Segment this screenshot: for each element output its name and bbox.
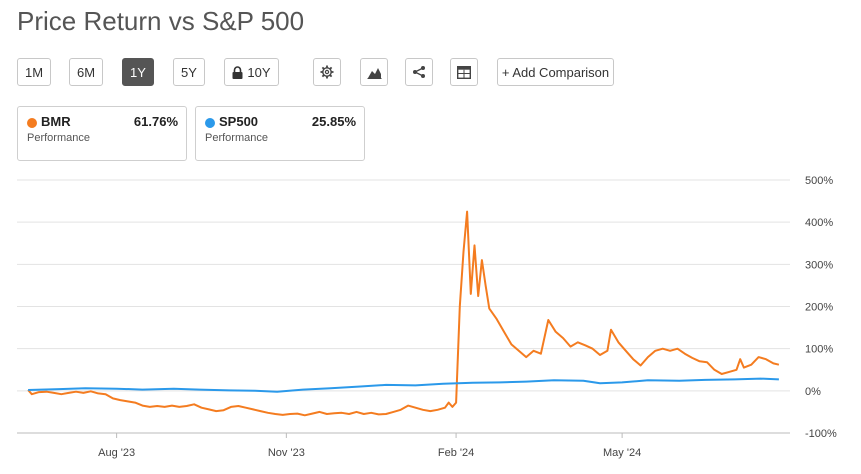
x-tick-label: Nov '23: [268, 447, 305, 459]
range-6m-button[interactable]: 6M: [69, 58, 103, 86]
y-tick-label: 400%: [805, 217, 833, 229]
lock-icon: [232, 65, 243, 79]
legend-card-bmr: BMR 61.76% Performance: [17, 106, 187, 161]
series-line-sp500: [28, 377, 779, 393]
share-icon: [412, 65, 426, 79]
range-1m-button[interactable]: 1M: [17, 58, 51, 86]
range-5y-button[interactable]: 5Y: [173, 58, 205, 86]
y-tick-label: 300%: [805, 259, 833, 271]
table-icon: [457, 65, 471, 79]
legend-symbol: BMR: [41, 114, 71, 129]
y-tick-label: 0%: [805, 386, 821, 398]
range-10y-label: 10Y: [247, 64, 271, 80]
series-color-dot: [27, 118, 37, 128]
page-title: Price Return vs S&P 500: [17, 6, 305, 36]
range-10y-button[interactable]: 10Y: [224, 58, 279, 86]
series-color-dot: [205, 118, 215, 128]
y-tick-label: -100%: [805, 428, 837, 440]
legend-label: Performance: [205, 132, 268, 144]
legend-symbol: SP500: [219, 114, 259, 129]
y-tick-label: 200%: [805, 302, 833, 314]
legend-value: 25.85%: [311, 114, 356, 129]
share-button[interactable]: [405, 58, 433, 86]
range-1y-button[interactable]: 1Y: [122, 58, 154, 86]
add-comparison-button[interactable]: + Add Comparison: [497, 58, 614, 86]
chart-type-button[interactable]: [360, 58, 388, 86]
series-line-bmr: [27, 210, 780, 417]
y-tick-label: 500%: [805, 175, 833, 187]
mountain-chart-icon: [367, 66, 382, 79]
x-tick-label: May '24: [603, 447, 641, 459]
table-view-button[interactable]: [450, 58, 478, 86]
x-tick-label: Feb '24: [438, 447, 474, 459]
legend-card-sp500: SP500 25.85% Performance: [195, 106, 365, 161]
legend-value: 61.76%: [133, 114, 178, 129]
legend-label: Performance: [27, 132, 90, 144]
gear-icon: [320, 65, 334, 79]
x-tick-label: Aug '23: [98, 447, 135, 459]
settings-button[interactable]: [313, 58, 341, 86]
y-tick-label: 100%: [805, 344, 833, 356]
